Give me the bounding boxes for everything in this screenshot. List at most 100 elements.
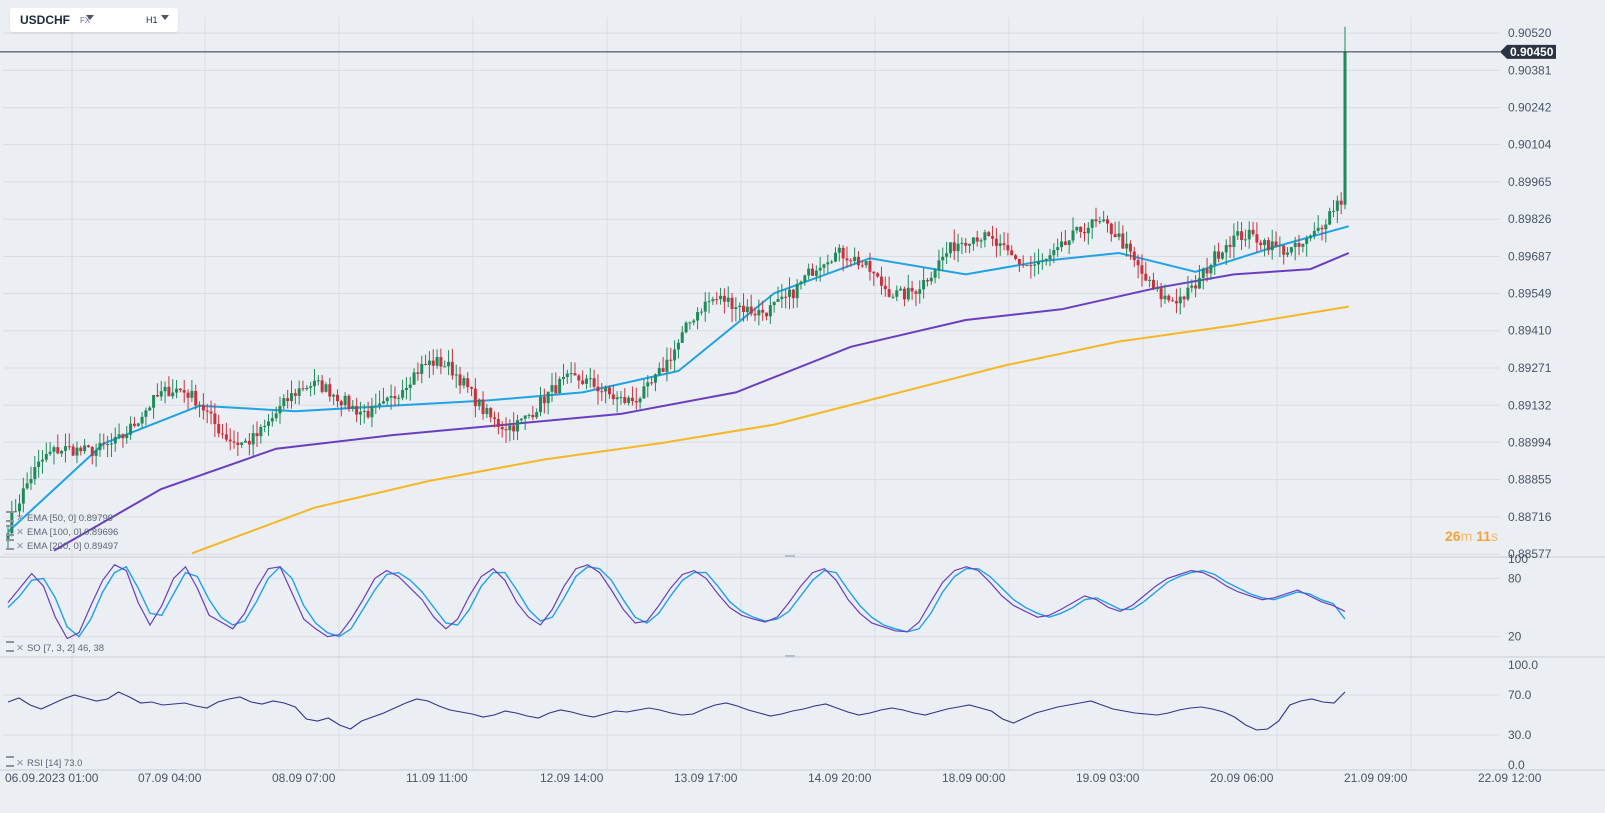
candle: [1105, 215, 1109, 233]
candle: [887, 276, 891, 298]
candle: [726, 286, 730, 308]
symbol-chevron-down-icon[interactable]: [86, 15, 94, 20]
candle: [33, 455, 37, 485]
legend-ema50[interactable]: ✕ EMA [50, 0] 0.89799: [6, 511, 113, 524]
candle: [466, 372, 470, 393]
candle: [427, 351, 431, 379]
indicator-settings-icon[interactable]: [6, 756, 14, 767]
candle: [906, 274, 910, 302]
candle: [803, 274, 807, 286]
candle-body: [335, 394, 339, 402]
candle: [615, 391, 619, 413]
candle: [1194, 275, 1198, 298]
legend-rsi[interactable]: ✕ RSI [14] 73.0: [6, 756, 82, 769]
candle: [332, 393, 336, 406]
candle-body: [1301, 243, 1305, 247]
candle: [412, 368, 416, 385]
candle-body: [1132, 251, 1136, 261]
candle-body: [722, 295, 726, 302]
candle-body: [1105, 219, 1109, 224]
indicator-settings-icon[interactable]: [6, 641, 14, 652]
candle: [929, 271, 933, 286]
legend-so[interactable]: ✕ SO [7, 3, 2] 46, 38: [6, 641, 104, 654]
candle: [753, 307, 757, 322]
panel-resize-handle: [785, 555, 795, 557]
candle-body: [523, 415, 527, 419]
candle-body: [316, 380, 320, 382]
remove-indicator-icon[interactable]: ✕: [16, 758, 24, 769]
candle-body: [10, 511, 14, 534]
legend-ema100[interactable]: ✕ EMA [100, 0] 0.89696: [6, 525, 118, 538]
candle-body: [397, 397, 401, 399]
candle: [286, 389, 290, 409]
candle: [523, 415, 527, 431]
candle-body: [351, 405, 355, 410]
indicator-settings-icon[interactable]: [6, 525, 14, 536]
candle: [554, 372, 558, 395]
candle: [1086, 222, 1090, 245]
timeframe-chevron-down-icon[interactable]: [161, 15, 169, 20]
candle-body: [40, 459, 44, 462]
candle-body: [1243, 239, 1247, 241]
candle: [470, 386, 474, 397]
candle-body: [466, 378, 470, 388]
candle: [1125, 231, 1129, 257]
candle: [1186, 275, 1190, 302]
remove-indicator-icon[interactable]: ✕: [16, 541, 24, 552]
candle-body: [504, 429, 508, 431]
indicator-settings-icon[interactable]: [6, 539, 14, 550]
candle-body: [830, 261, 834, 263]
candle: [722, 288, 726, 314]
candle-body: [1121, 233, 1125, 249]
candle-body: [6, 533, 10, 542]
last-price-line: 0.90450: [0, 44, 1556, 59]
candle-body: [1320, 227, 1324, 230]
candle-body: [102, 443, 106, 445]
candle-body: [642, 386, 646, 399]
instrument-selector[interactable]: USDCHF FX H1: [10, 8, 178, 32]
candle: [669, 347, 673, 370]
remove-indicator-icon[interactable]: ✕: [16, 513, 24, 524]
candle-body: [1220, 252, 1224, 259]
candle: [493, 411, 497, 428]
candle-body: [665, 359, 669, 372]
candle: [175, 380, 179, 399]
indicator-settings-icon[interactable]: [6, 511, 14, 522]
candle-body: [902, 288, 906, 300]
candle: [198, 401, 202, 418]
candle-body: [155, 394, 159, 397]
candle: [1274, 231, 1278, 248]
candle: [761, 300, 765, 321]
candle-body: [129, 423, 133, 435]
candle: [1228, 236, 1232, 258]
candle: [971, 237, 975, 251]
candle: [1090, 218, 1094, 240]
remove-indicator-icon[interactable]: ✕: [16, 643, 24, 654]
candle-body: [1010, 250, 1014, 256]
candle: [945, 241, 949, 264]
candle-body: [699, 311, 703, 313]
candle-body: [588, 378, 592, 380]
candle: [263, 419, 267, 433]
candle: [90, 445, 94, 465]
candle-body: [646, 382, 650, 387]
candle: [516, 414, 520, 440]
candle: [274, 406, 278, 422]
legend-ema200[interactable]: ✕ EMA [200, 0] 0.89497: [6, 539, 118, 552]
remove-indicator-icon[interactable]: ✕: [16, 527, 24, 538]
candle: [600, 382, 604, 402]
candle: [512, 412, 516, 441]
candle: [132, 417, 136, 428]
price-tick-label: 0.88994: [1508, 435, 1552, 449]
candle: [1289, 246, 1293, 256]
candle-body: [964, 242, 968, 246]
candle-body: [1339, 200, 1343, 205]
candle-body: [470, 387, 474, 389]
candle: [833, 247, 837, 263]
candle: [1224, 239, 1228, 266]
candle-body: [730, 297, 734, 309]
candle: [619, 391, 623, 405]
price-tick-label: 0.90242: [1508, 101, 1552, 115]
